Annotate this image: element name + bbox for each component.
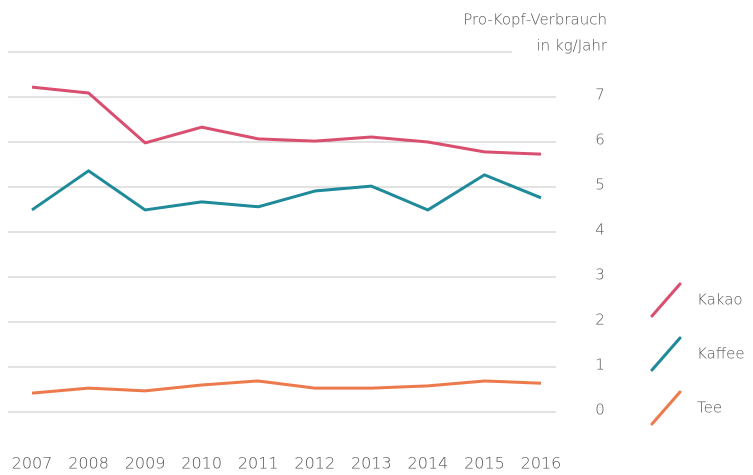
- legend-label: Tee: [697, 399, 722, 417]
- x-tick-label: 2013: [351, 454, 392, 473]
- x-tick-label: 2015: [464, 454, 505, 473]
- x-tick-label: 2007: [12, 454, 53, 473]
- y-tick-label: 5: [595, 176, 605, 194]
- y-tick-label: 4: [595, 221, 605, 239]
- x-tick-label: 2012: [294, 454, 335, 473]
- y-tick-label: 1: [595, 356, 605, 374]
- y-tick-label: 0: [595, 401, 605, 419]
- series-line: [31, 169, 542, 212]
- series-line: [31, 85, 542, 156]
- x-tick-label: 2010: [181, 454, 222, 473]
- legend-swatch: [650, 390, 682, 426]
- x-tick-label: 2011: [238, 454, 279, 473]
- y-tick-label: 6: [595, 131, 605, 149]
- y-tick-label: 2: [595, 311, 605, 329]
- axis-title: Pro-Kopf-Verbrauch: [463, 11, 607, 29]
- y-tick-label: 7: [595, 86, 605, 104]
- x-tick-label: 2016: [521, 454, 562, 473]
- legend-label: Kaffee: [697, 345, 745, 363]
- x-tick-label: 2008: [68, 454, 109, 473]
- series-line: [31, 379, 542, 395]
- legend-swatch: [650, 336, 682, 372]
- x-tick-label: 2014: [408, 454, 449, 473]
- legend-swatch: [650, 282, 682, 318]
- axis-title: in kg/Jahr: [537, 37, 608, 55]
- y-tick-label: 3: [595, 266, 605, 284]
- x-tick-label: 2009: [125, 454, 166, 473]
- legend-label: Kakao: [697, 291, 743, 309]
